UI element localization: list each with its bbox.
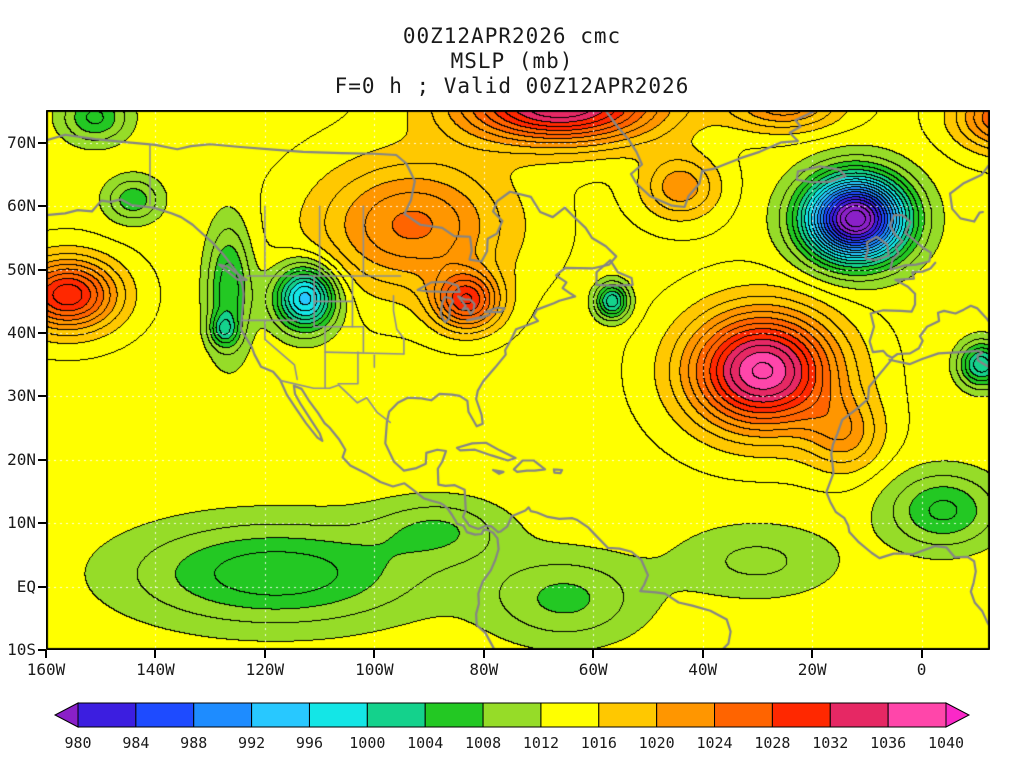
lon-tick-60W xyxy=(592,650,595,658)
colorbar-label-1004: 1004 xyxy=(407,734,443,752)
lon-label-0: 0 xyxy=(916,660,927,679)
title-valid-line: F=0 h ; Valid 00Z12APR2026 xyxy=(334,74,690,98)
lon-label-20W: 20W xyxy=(797,660,827,679)
lon-label-40W: 40W xyxy=(688,660,718,679)
lat-label-30N: 30N xyxy=(7,386,36,406)
colorbar-label-996: 996 xyxy=(296,734,323,752)
colorbar-arrow-low xyxy=(53,702,79,728)
lat-tick-10S xyxy=(38,649,46,651)
mslp-contour-map-canvas xyxy=(46,110,990,650)
colorbar-label-1040: 1040 xyxy=(928,734,964,752)
colorbar-label-984: 984 xyxy=(122,734,149,752)
colorbar-label-980: 980 xyxy=(64,734,91,752)
lon-tick-0 xyxy=(920,650,923,658)
colorbar-cell-1036 xyxy=(887,702,947,728)
lat-tick-40N xyxy=(38,332,46,335)
colorbar-cell-980 xyxy=(77,702,137,728)
colorbar-label-988: 988 xyxy=(180,734,207,752)
lon-label-140W: 140W xyxy=(136,660,175,679)
lat-label-20N: 20N xyxy=(7,449,36,469)
lat-label-40N: 40N xyxy=(7,323,36,343)
colorbar: 980 984 988 992 996 1000 1004 1008 1012 1016 1020 1… xyxy=(52,700,972,758)
colorbar-label-1016: 1016 xyxy=(581,734,617,752)
colorbar-cell-1020 xyxy=(656,702,716,728)
colorbar-svg: 980 984 988 992 996 1000 1004 1008 1012 1016 1020 1… xyxy=(53,702,971,752)
colorbar-arrow-high xyxy=(945,702,971,728)
lat-label-60N: 60N xyxy=(7,196,36,216)
colorbar-label-1008: 1008 xyxy=(465,734,501,752)
lon-label-160W: 160W xyxy=(26,660,66,679)
colorbar-cell-1024 xyxy=(714,702,773,728)
lat-tick-30N xyxy=(38,395,46,398)
chart-header: 00Z12APR2026 cmc MSLP (mb) F=0 h ; Valid… xyxy=(0,24,1024,99)
lon-tick-160W xyxy=(45,650,47,658)
lon-label-60W: 60W xyxy=(578,660,608,679)
colorbar-label-992: 992 xyxy=(238,734,265,752)
colorbar-cell-988 xyxy=(193,702,253,728)
colorbar-cell-1016 xyxy=(598,702,658,728)
colorbar-cell-1032 xyxy=(829,702,889,728)
colorbar-label-1032: 1032 xyxy=(812,734,848,752)
colorbar-cell-1012 xyxy=(540,702,600,728)
lat-tick-70N xyxy=(38,141,46,144)
colorbar-cell-984 xyxy=(135,702,195,728)
lat-label-10N: 10N xyxy=(7,513,36,533)
colorbar-label-1036: 1036 xyxy=(870,734,906,752)
lat-label-10S: 10S xyxy=(7,640,36,659)
colorbar-label-1020: 1020 xyxy=(639,734,675,752)
lon-tick-100W xyxy=(373,650,376,658)
lat-label-70N: 70N xyxy=(7,132,36,152)
colorbar-cell-1028 xyxy=(771,702,831,728)
lat-label-EQ: EQ xyxy=(16,576,36,596)
lat-label-50N: 50N xyxy=(7,259,36,279)
lat-tick-50N xyxy=(38,268,46,271)
colorbar-cell-1000 xyxy=(366,702,426,728)
colorbar-cell-1008 xyxy=(482,702,542,728)
lon-tick-120W xyxy=(263,650,266,658)
colorbar-label-1028: 1028 xyxy=(754,734,790,752)
lon-label-80W: 80W xyxy=(469,660,499,679)
colorbar-label-1024: 1024 xyxy=(696,734,732,752)
title-variable-line: MSLP (mb) xyxy=(450,49,574,73)
title-run-line: 00Z12APR2026 cmc xyxy=(402,24,622,48)
colorbar-cell-992 xyxy=(251,702,310,728)
lat-tick-EQ xyxy=(38,585,46,588)
colorbar-cell-1004 xyxy=(424,702,484,728)
colorbar-cell-996 xyxy=(308,702,368,728)
lat-tick-10N xyxy=(38,522,46,525)
colorbar-label-1000: 1000 xyxy=(349,734,385,752)
lon-tick-20W xyxy=(811,650,814,658)
lon-label-100W: 100W xyxy=(355,660,394,679)
lon-tick-40W xyxy=(701,650,704,658)
lat-tick-60N xyxy=(38,205,46,208)
lat-tick-20N xyxy=(38,458,46,461)
lon-tick-80W xyxy=(482,650,485,658)
colorbar-label-1012: 1012 xyxy=(523,734,559,752)
lon-label-120W: 120W xyxy=(245,660,285,679)
lon-tick-140W xyxy=(154,650,157,658)
